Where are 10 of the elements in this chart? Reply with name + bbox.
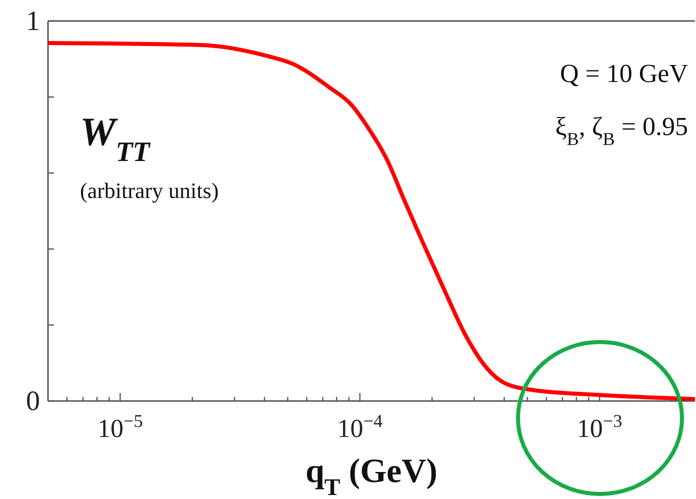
x-axis-title: q$_{T}$ (GeV) <box>305 453 438 499</box>
annotation: Q = 10 GeV <box>560 59 688 88</box>
x-tick-label: 10$^{−3}$ <box>576 411 622 443</box>
annotation: (arbitrary units) <box>80 178 219 203</box>
y-tick-label: 1 <box>26 6 40 37</box>
annotation: W$_{TT}$ <box>80 109 152 168</box>
x-tick-label: 10$^{−5}$ <box>97 411 143 443</box>
y-tick-label: 0 <box>26 386 40 417</box>
x-tick-label: 10$^{−4}$ <box>337 411 383 443</box>
annotation: ξ$_{B}$, ζ$_{B}$ = 0.95 <box>555 112 688 149</box>
